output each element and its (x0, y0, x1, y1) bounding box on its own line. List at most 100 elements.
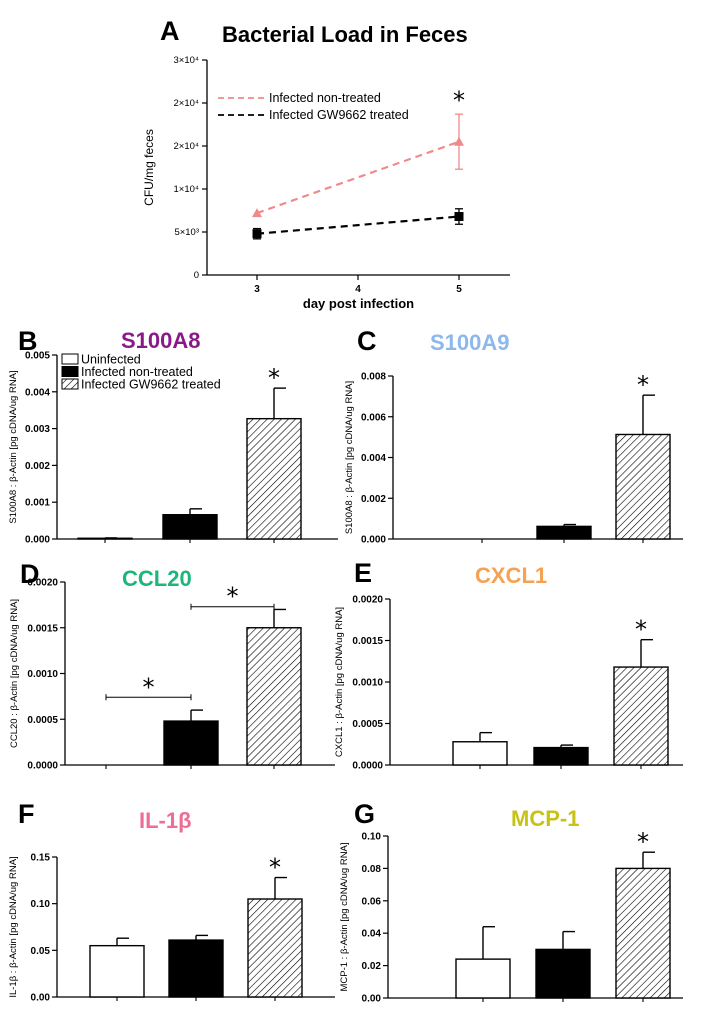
panel-c-ytick-label: 0.008 (361, 372, 386, 383)
panel-d-ytick-label: 0.0010 (27, 669, 58, 680)
panel-g-ytick-label: 0.08 (362, 864, 382, 875)
panel-c-bar-gw9662-treated (615, 433, 671, 540)
panel-g-ylabel: MCP-1 : β-Actin [pg cDNA/ug RNA] (339, 842, 350, 991)
panel-f-ytick-label: 0.10 (31, 899, 51, 910)
panel-b-legend-swatch (61, 378, 79, 390)
panel-g-bar-uninfected (455, 958, 511, 999)
panel-b-bar-gw9662-treated (246, 417, 302, 540)
panel-a-title: Bacterial Load in Feces (222, 22, 468, 47)
panel-b-legend-label: Uninfected (81, 353, 141, 367)
panel-c-title: S100A9 (430, 330, 510, 355)
panel-g-ytick-label: 0.10 (362, 832, 382, 843)
panel-b-ytick-label: 0.003 (25, 424, 50, 435)
panel-f-ytick-label: 0.05 (31, 946, 51, 957)
panel-d-ytick-label: 0.0000 (27, 761, 58, 772)
panel-a-ytick-label: 0 (194, 270, 199, 281)
panel-g-bar-non-treated (535, 948, 591, 999)
panel-b-ytick-label: 0.005 (25, 351, 50, 362)
panel-f-bar-gw9662-treated (247, 898, 303, 998)
panel-d-ytick-label: 0.0020 (27, 578, 58, 589)
panel-g-title: MCP-1 (511, 806, 579, 831)
panel-b-legend-swatch (61, 366, 79, 377)
panel-e-significance-star: * (635, 616, 647, 644)
panel-d-significance-star: * (227, 583, 239, 611)
panel-g-ytick-label: 0.04 (362, 929, 382, 940)
panel-f-bar-uninfected (89, 944, 145, 998)
panel-e-bar-uninfected (452, 741, 508, 766)
panel-a-ytick-label: 2×10⁴ (174, 141, 199, 152)
panel-g-significance-star: * (637, 828, 649, 856)
panel-f-ytick-label: 0.15 (31, 853, 51, 864)
panel-e-bar-gw9662-treated (613, 666, 669, 766)
panel-d-letter: D (20, 559, 40, 589)
panel-g-ytick-label: 0.00 (362, 994, 382, 1005)
panel-a-ytick-label: 2×10⁴ (174, 98, 199, 109)
panel-b-ytick-label: 0.000 (25, 535, 50, 546)
panel-b-legend-label: Infected GW9662 treated (81, 378, 221, 392)
panel-e-bar-non-treated (533, 746, 589, 766)
panel-a-ytick-label: 3×10⁴ (174, 55, 199, 66)
panel-b-ylabel: S100A8 : β-Actin [pg cDNA/ug RNA] (8, 370, 19, 523)
panel-b-legend-swatch (61, 353, 79, 365)
panel-c-bar-non-treated (536, 525, 592, 540)
panel-a-series-non-treated-legend-label: Infected non-treated (269, 91, 381, 105)
panel-g-ytick-label: 0.06 (362, 896, 382, 907)
panel-a-series-non-treated-point (252, 208, 262, 218)
panel-d-significance-star: * (143, 673, 155, 701)
panel-f-bar-non-treated (168, 939, 224, 998)
panel-a-letter: A (160, 16, 180, 46)
panel-a-ytick-label: 1×10⁴ (174, 184, 199, 195)
panel-b-ytick-label: 0.002 (25, 461, 50, 472)
panel-g-bar-gw9662-treated (615, 867, 671, 999)
panel-a-series-non-treated-line (256, 140, 460, 215)
panel-d-ytick-label: 0.0015 (27, 623, 58, 634)
panel-f-ytick-label: 0.00 (31, 993, 51, 1004)
panel-d-ytick-label: 0.0005 (27, 715, 58, 726)
panel-f-letter: F (18, 799, 35, 829)
panel-e-ytick-label: 0.0010 (352, 678, 383, 689)
panel-a-series-gw9662-treated-point (454, 212, 464, 222)
panel-b-ytick-label: 0.001 (25, 498, 50, 509)
panel-e-title: CXCL1 (475, 563, 547, 588)
panel-a-xtick-label: 5 (456, 284, 462, 295)
panel-g-ytick-label: 0.02 (362, 961, 382, 972)
panel-a-ytick-label: 5×10³ (174, 227, 199, 238)
panel-a-significance-star: * (453, 86, 465, 114)
panel-a-series-gw9662-treated-line (256, 215, 460, 235)
panel-c-ytick-label: 0.006 (361, 412, 386, 423)
panel-a-series-non-treated-point (454, 136, 464, 146)
panel-b-letter: B (18, 326, 38, 356)
panel-d-ylabel: CCL20 : β-Actin [pg cDNA/ug RNA] (9, 599, 20, 748)
panel-c-ylabel: S100A8 : β-Actin [pg cDNA/ug RNA] (344, 381, 355, 534)
panel-e-ytick-label: 0.0015 (352, 636, 383, 647)
panel-e-ylabel: CXCL1 : β-Actin [pg cDNA/ug RNA] (334, 607, 345, 757)
panel-c-letter: C (357, 326, 377, 356)
panel-b-bar-non-treated (162, 514, 218, 540)
panel-b-title: S100A8 (121, 328, 201, 353)
panel-f-significance-star: * (269, 854, 281, 882)
panel-b-ytick-label: 0.004 (25, 387, 50, 398)
panel-c-ytick-label: 0.004 (361, 453, 386, 464)
panel-a-series-gw9662-treated-legend-label: Infected GW9662 treated (269, 108, 409, 122)
panel-a-xtick-label: 4 (355, 284, 361, 295)
panel-d-bar-non-treated (163, 720, 219, 766)
panel-f-title: IL-1β (139, 808, 192, 833)
panel-e-ytick-label: 0.0020 (352, 595, 383, 606)
panel-e-letter: E (354, 558, 372, 588)
panel-e-ytick-label: 0.0000 (352, 761, 383, 772)
panel-a-xtick-label: 3 (254, 284, 260, 295)
panel-c-ytick-label: 0.002 (361, 494, 386, 505)
panel-b-significance-star: * (268, 364, 280, 392)
panel-a-ylabel: CFU/mg feces (142, 129, 156, 206)
panel-b-legend-label: Infected non-treated (81, 365, 193, 379)
panel-d-title: CCL20 (122, 566, 192, 591)
panel-a-xlabel: day post infection (303, 296, 414, 311)
panel-a-series-gw9662-treated-point (252, 229, 262, 239)
panel-d-bar-gw9662-treated (246, 627, 302, 766)
panel-c-ytick-label: 0.000 (361, 535, 386, 546)
panel-f-ylabel: IL-1β : β-Actin [pg cDNA/ug RNA] (8, 856, 19, 997)
panel-c-significance-star: * (637, 371, 649, 399)
panel-g-letter: G (354, 799, 375, 829)
panel-e-ytick-label: 0.0005 (352, 719, 383, 730)
